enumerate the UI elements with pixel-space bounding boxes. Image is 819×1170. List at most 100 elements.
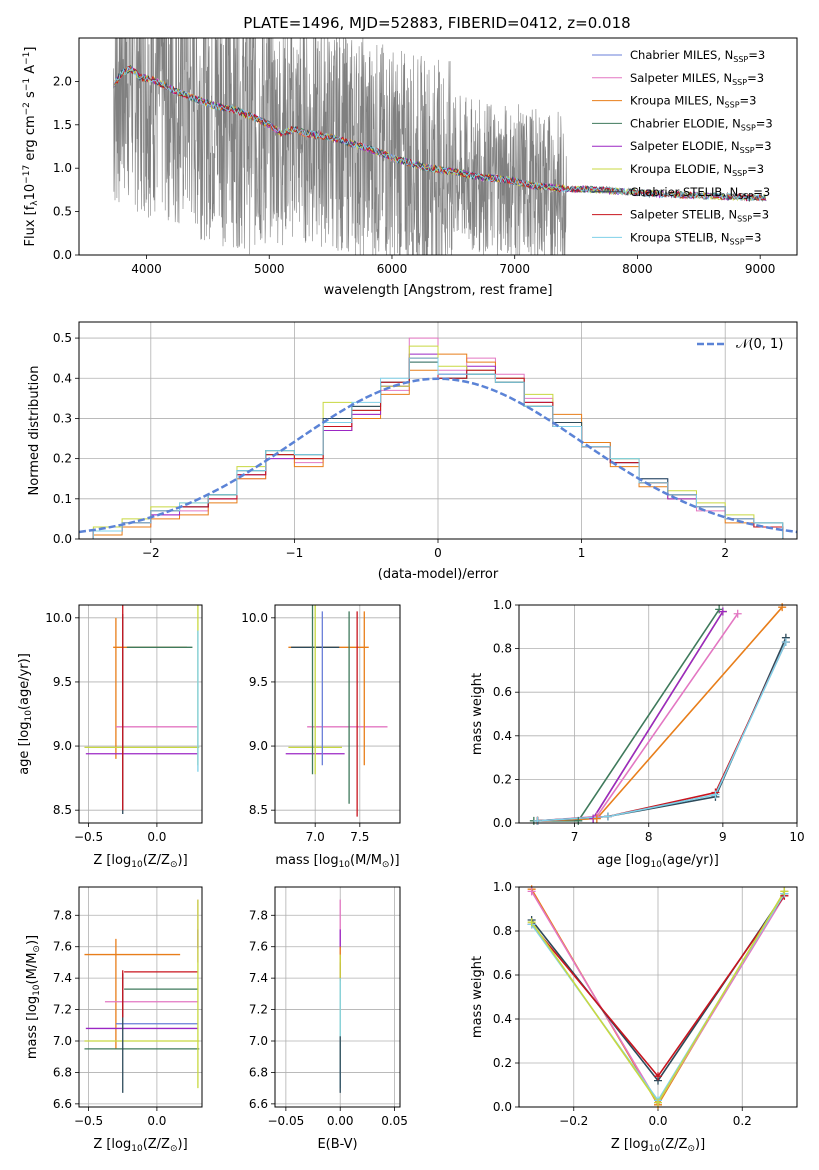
legend-entry: Salpeter STELIB, NSSP=3 [630, 208, 769, 224]
weight-line [537, 641, 787, 822]
y-tick-label: 9.5 [249, 675, 268, 689]
ebv-mass-panel: −0.05 0.00 0.05 6.6 6.8 7.0 7.2 7.4 7.6 7.8 E(B-V) [249, 886, 408, 1152]
y-tick-label: 9.0 [249, 739, 268, 753]
legend-entry: Chabrier ELODIE, NSSP=3 [630, 116, 773, 132]
z-mass-plot-area [84, 899, 200, 1093]
x-tick-label: 7000 [499, 262, 530, 276]
y-tick-label: 7.0 [249, 1034, 268, 1048]
axes-frame [274, 886, 401, 1108]
x-tick-label: 1 [578, 546, 586, 560]
x-tick-label: 0.05 [381, 1114, 408, 1128]
x-tick-label: 5000 [254, 262, 285, 276]
x-axis-label: E(B-V) [317, 1137, 357, 1152]
legend-entry: Chabrier STELIB, NSSP=3 [630, 185, 770, 201]
x-tick-label: 7 [571, 830, 579, 844]
y-tick-label: 7.8 [249, 908, 268, 922]
y-tick-label: 7.6 [249, 940, 268, 954]
weight-marker [711, 790, 720, 799]
y-tick-label: 7.4 [249, 971, 268, 985]
y-tick-label: 0.4 [493, 1012, 512, 1026]
x-tick-label: 0.0 [648, 1114, 667, 1128]
x-tick-label: 7.0 [306, 830, 325, 844]
x-axis-label: Z [log10​(Z/Z⊙​)] [611, 1137, 705, 1154]
x-tick-label: 6000 [377, 262, 408, 276]
x-tick-label: 7.5 [350, 830, 369, 844]
y-tick-label: 0.4 [53, 371, 72, 385]
y-tick-label: 0.6 [493, 685, 512, 699]
y-tick-label: 9.0 [53, 739, 72, 753]
x-tick-label: 0.00 [327, 1114, 354, 1128]
axes-frame [78, 604, 203, 824]
y-tick-label: 8.5 [249, 803, 268, 817]
x-axis-label: (data-model)/error [378, 567, 499, 582]
model-spectrum-line [114, 66, 766, 202]
axes-frame [274, 604, 401, 824]
weight-line [533, 608, 720, 822]
x-tick-label: −0.2 [559, 1114, 588, 1128]
spectrum-panel: 4000 5000 6000 7000 8000 9000 0.0 0.5 1.0 1.5 2.0 F… [22, 37, 798, 298]
x-tick-label: 9000 [745, 262, 776, 276]
y-tick-label: 0.8 [493, 924, 512, 938]
weight-line [537, 613, 739, 822]
y-tick-label: 1.0 [53, 161, 72, 175]
y-tick-label: 6.6 [53, 1097, 72, 1111]
z-weight-panel: −0.2 0.0 0.2 0.0 0.2 0.4 0.6 0.8 1.0 Z [log10​(Z/… [470, 880, 798, 1154]
x-axis-label: mass [log10​(M/M⊙​)] [275, 853, 399, 870]
y-axis-label: Normed distribution [27, 366, 42, 496]
y-tick-label: 7.4 [53, 971, 72, 985]
residuals-panel: −2 −1 0 1 2 0.0 0.1 0.2 0.3 0.4 0.5 𝒩(0, 1) Normed d… [27, 321, 798, 582]
y-tick-label: 0.5 [53, 331, 72, 345]
z-age-plot-area [84, 605, 200, 815]
y-axis-label: mass weight [470, 673, 485, 755]
axes-frame [78, 321, 798, 540]
weight-marker [654, 1072, 662, 1081]
weight-marker [592, 814, 601, 823]
weight-marker [781, 638, 790, 647]
y-tick-label: 1.5 [53, 118, 72, 132]
y-tick-label: 7.6 [53, 940, 72, 954]
mass-age-panel: 7.0 7.5 8.5 9.0 9.5 10.0 mass [log10​(M/M⊙​)] [241, 604, 401, 870]
x-tick-label: 8 [645, 830, 653, 844]
x-tick-label: 2 [721, 546, 729, 560]
x-axis-label: wavelength [Angstrom, rest frame] [324, 283, 553, 298]
legend-entry: Kroupa ELODIE, NSSP=3 [630, 162, 764, 178]
x-axis-label: Z [log10​(Z/Z⊙​)] [93, 853, 187, 870]
y-tick-label: 10.0 [45, 611, 72, 625]
x-tick-label: 0 [434, 546, 442, 560]
figure-title: PLATE=1496, MJD=52883, FIBERID=0412, z=0… [243, 14, 630, 32]
mass-age-plot-area [285, 605, 388, 817]
y-tick-label: 0.3 [53, 411, 72, 425]
legend-entry: 𝒩(0, 1) [736, 337, 783, 352]
weight-marker [733, 609, 742, 618]
x-tick-label: −2 [142, 546, 160, 560]
axes-frame [78, 37, 798, 256]
y-axis-label: Flux [fλ​10−17​ erg cm−2​ s−1​ A−1​] [22, 47, 40, 247]
y-tick-label: 0.0 [53, 532, 72, 546]
weight-marker [603, 812, 612, 821]
x-axis-label: Z [log10​(Z/Z⊙​)] [93, 1137, 187, 1154]
y-tick-label: 0.0 [493, 1100, 512, 1114]
age-weight-plot-area [533, 606, 787, 822]
y-tick-label: 1.0 [493, 598, 512, 612]
z-age-panel: −0.5 0.0 8.5 9.0 9.5 10.0 Z [log10​(Z/Z⊙​)] age… [17, 604, 203, 870]
y-axis-label: mass weight [470, 956, 485, 1038]
normal-curve [79, 377, 797, 534]
legend-entry: Salpeter ELODIE, NSSP=3 [630, 139, 772, 155]
weight-marker [527, 887, 536, 896]
x-tick-label: 10 [789, 830, 804, 844]
y-tick-label: 9.5 [53, 675, 72, 689]
weight-marker [654, 1098, 662, 1107]
weight-line [537, 611, 724, 822]
y-tick-label: 7.2 [53, 1003, 72, 1017]
y-tick-label: 0.2 [493, 1056, 512, 1070]
x-tick-label: 0.0 [147, 1114, 166, 1128]
weight-line [537, 611, 724, 822]
y-tick-label: 0.4 [493, 729, 512, 743]
x-tick-label: −0.5 [74, 1114, 103, 1128]
y-tick-label: 6.6 [249, 1097, 268, 1111]
y-tick-label: 0.5 [53, 205, 72, 219]
x-tick-label: −1 [286, 546, 304, 560]
weight-marker [718, 607, 727, 616]
weight-marker [780, 887, 789, 896]
